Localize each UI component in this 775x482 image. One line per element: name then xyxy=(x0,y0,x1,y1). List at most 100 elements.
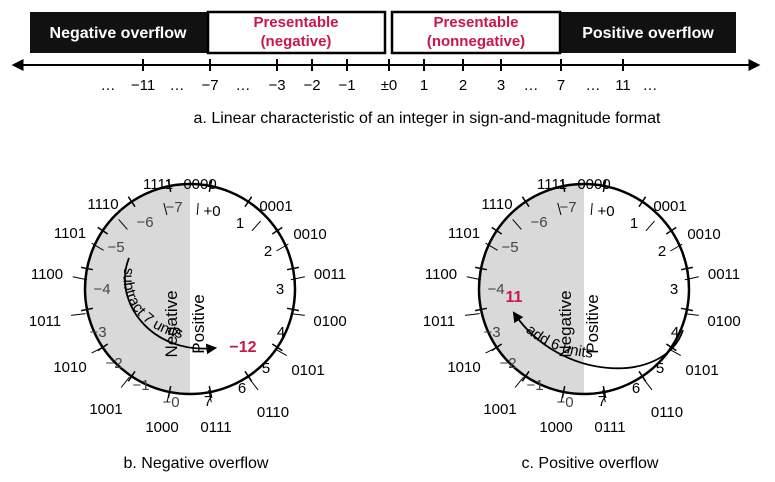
number-line-label: … xyxy=(170,77,185,94)
wheel-code-leader xyxy=(466,276,482,281)
wheel-code-0110: 0110 xyxy=(257,404,289,421)
wheel-code-leader xyxy=(643,378,653,391)
wheel-tick xyxy=(680,307,694,312)
number-line-label: 2 xyxy=(459,77,467,94)
negative-overflow-box xyxy=(30,12,207,53)
wheel-code-0000: 0000 xyxy=(577,176,610,193)
wheel-value-1010: −2 xyxy=(499,355,516,372)
wheel-code-leader xyxy=(274,348,288,356)
wheel-tick xyxy=(561,179,566,193)
wheel-tick xyxy=(271,226,283,235)
wheel-code-leader xyxy=(163,202,168,216)
wheel-code-leader xyxy=(72,276,88,281)
wheel-value-0001: 1 xyxy=(236,215,244,232)
wheel-value-1000: −0 xyxy=(162,394,179,411)
number-line-label: … xyxy=(643,77,658,94)
wheel-value-1010: −2 xyxy=(105,355,122,372)
number-line-label: 7 xyxy=(557,77,565,94)
wheel-code-0011: 0011 xyxy=(314,266,346,283)
wheel-code-1100: 1100 xyxy=(31,266,63,283)
positive-overflow-wheel: 0000 +0 0001 1 0010 2 0011 3 0100 4 0101 5 0110 6 0111… xyxy=(423,176,741,436)
wheel-code-leader xyxy=(290,313,305,316)
wheel-value-1110: −6 xyxy=(530,214,547,231)
presentable-nonnegative-box xyxy=(390,10,562,55)
number-line-label: … xyxy=(236,77,251,94)
wheel-code-leader xyxy=(684,276,699,281)
wheel-value-1100: −4 xyxy=(487,281,504,298)
wheel-code-0110: 0110 xyxy=(651,404,683,421)
negative-half-shading xyxy=(479,184,584,394)
presentable-negative-box xyxy=(206,10,387,55)
wheel-tick xyxy=(127,370,136,382)
wheel-code-leader xyxy=(557,202,562,216)
number-line-label: 3 xyxy=(497,77,505,94)
number-line-label: 11 xyxy=(615,77,631,94)
wheel-tick xyxy=(521,196,530,208)
wheel-code-leader xyxy=(560,389,565,403)
overflow-arrow xyxy=(512,311,684,370)
wheel-code-leader xyxy=(290,276,305,281)
positive-half-label: Positive xyxy=(189,294,208,354)
wheel-tick xyxy=(208,385,213,399)
wheel-tick xyxy=(271,343,283,352)
wheel-value-0010: 2 xyxy=(264,243,272,260)
wheel-value-1001: −1 xyxy=(526,377,543,394)
wheel-code-leader xyxy=(118,219,128,230)
wheel-code-leader xyxy=(465,313,480,316)
wheel-ring xyxy=(83,182,297,396)
wheel-value-1011: −3 xyxy=(483,324,500,341)
number-line-panel: Negative overflow Presentable (negative)… xyxy=(11,10,761,127)
wheel-tick xyxy=(97,226,109,235)
wheel-code-1110: 1110 xyxy=(87,196,118,213)
wheel-value-1110: −6 xyxy=(136,214,153,231)
presentable-nonnegative-label-1: Presentable xyxy=(433,14,518,31)
wheel-code-0101: 0101 xyxy=(685,362,718,379)
wheel-code-0111: 0111 xyxy=(200,419,231,436)
wheel-code-leader xyxy=(670,243,683,252)
wheel-value-0111: 7 xyxy=(598,393,606,410)
wheel-value-1000: −0 xyxy=(556,394,573,411)
wheel-code-1110: 1110 xyxy=(481,196,512,213)
wheel-value-0110: 6 xyxy=(238,380,246,397)
caption-c: c. Positive overflow xyxy=(522,455,659,472)
wheel-code-1011: 1011 xyxy=(423,313,455,330)
wheel-value-0111: 7 xyxy=(204,393,212,410)
wheel-code-leader xyxy=(602,389,606,403)
wheel-code-leader xyxy=(276,243,289,252)
wheel-tick xyxy=(474,307,488,312)
wheel-code-leader xyxy=(251,220,261,232)
wheel-tick xyxy=(167,179,172,193)
wheel-code-leader xyxy=(166,389,171,403)
wheel-value-0011: 3 xyxy=(670,281,678,298)
wheel-value-0100: 4 xyxy=(277,324,285,341)
wheel-code-1101: 1101 xyxy=(448,225,480,242)
wheel-value-1111: −7 xyxy=(559,199,576,216)
wheel-code-1010: 1010 xyxy=(447,359,480,376)
number-line-label: −1 xyxy=(338,77,355,94)
wheel-code-leader xyxy=(91,346,104,354)
wheel-code-1111: 1111 xyxy=(537,176,567,193)
overflow-arrow xyxy=(124,257,218,355)
negative-half-shading xyxy=(85,184,190,394)
number-line-label: … xyxy=(101,77,116,94)
wheel-tick xyxy=(286,307,300,312)
wheel-value-1101: −5 xyxy=(501,239,518,256)
wheel-code-1100: 1100 xyxy=(425,266,457,283)
wheel-code-1000: 1000 xyxy=(145,419,178,436)
wheel-code-leader xyxy=(512,219,522,230)
wheel-value-0100: 4 xyxy=(671,324,679,341)
wheel-tick xyxy=(602,179,607,193)
wheel-code-0000: 0000 xyxy=(183,176,216,193)
number-line-label: ±0 xyxy=(381,77,398,94)
wheel-tick xyxy=(602,385,607,399)
wheel-code-leader xyxy=(485,346,498,354)
caption-b: b. Negative overflow xyxy=(124,455,269,472)
wheel-code-0100: 0100 xyxy=(313,313,346,330)
number-line-label: −2 xyxy=(303,77,320,94)
wheel-code-0011: 0011 xyxy=(708,266,740,283)
wheel-tick xyxy=(80,307,94,312)
wheel-value-0101: 5 xyxy=(656,360,664,377)
wheel-code-leader xyxy=(91,242,104,251)
wheel-code-0111: 0111 xyxy=(594,419,625,436)
